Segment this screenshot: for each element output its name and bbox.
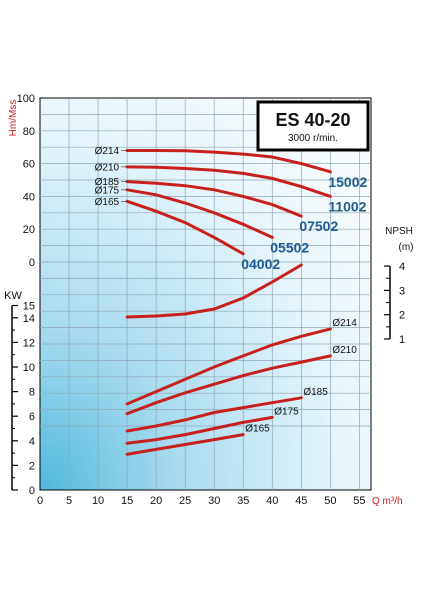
x-tick-label: 5 <box>66 495 72 507</box>
labels: 0 5 10 15 20 25 30 35 40 45 50 55020406080100024681… <box>17 93 405 507</box>
x-axis-label: Q m³/h <box>372 496 403 507</box>
power-tick-label: 10 <box>23 362 35 374</box>
power-tick-label: 12 <box>23 337 35 349</box>
power-curve <box>125 433 245 456</box>
power-tick-label: 0 <box>29 485 35 497</box>
power-series-label: Ø214 <box>332 318 357 329</box>
head-series-label: Ø185 <box>95 177 120 188</box>
head-tick-label: 20 <box>23 224 35 236</box>
model-label: 05502 <box>270 239 309 255</box>
power-series-label: Ø210 <box>332 345 357 356</box>
head-curve <box>125 180 303 218</box>
npsh-tick-label: 3 <box>399 285 405 297</box>
x-tick-label: 25 <box>179 495 191 507</box>
power-tick-label: 15 <box>23 301 35 313</box>
npsh-curve <box>125 263 303 319</box>
curves <box>125 149 332 456</box>
power-tick-label: 14 <box>23 313 35 325</box>
model-label: 15002 <box>328 174 367 190</box>
x-tick-label: 35 <box>237 495 249 507</box>
power-tick-label: 8 <box>29 387 35 399</box>
x-tick-label: 20 <box>150 495 162 507</box>
power-tick-label: 4 <box>29 436 35 448</box>
model-label: 11002 <box>328 198 366 214</box>
head-tick-label: 0 <box>29 257 35 269</box>
head-series-label: Ø214 <box>95 146 120 157</box>
head-curve <box>125 149 332 174</box>
head-curve <box>125 188 274 239</box>
title-box: ES 40-20 3000 r/min. <box>256 100 370 152</box>
head-axis-label: Hm/Mss <box>8 100 19 137</box>
chart-subtitle: 3000 r/min. <box>288 133 338 144</box>
power-curve <box>125 354 332 416</box>
head-curve <box>125 165 332 198</box>
title-box-frame <box>256 100 370 152</box>
x-tick-label: 10 <box>92 495 104 507</box>
x-tick-label: 15 <box>121 495 133 507</box>
power-axis-label: KW <box>4 290 22 302</box>
npsh-axis-unit: (m) <box>399 242 414 253</box>
power-curve <box>125 396 303 433</box>
axes <box>11 265 391 491</box>
npsh-tick-label: 2 <box>399 310 405 322</box>
npsh-axis-label: NPSH <box>385 226 413 237</box>
head-tick-label: 100 <box>17 93 35 105</box>
x-tick-label: 55 <box>353 495 365 507</box>
power-tick-label: 2 <box>29 460 35 472</box>
model-label: 07502 <box>299 218 338 234</box>
npsh-tick-label: 4 <box>399 261 405 273</box>
power-tick-label: 6 <box>29 411 35 423</box>
power-series-label: Ø175 <box>274 406 299 417</box>
chart-title: ES 40-20 <box>275 110 350 130</box>
x-tick-label: 50 <box>324 495 336 507</box>
power-curve <box>125 327 332 406</box>
power-series-label: Ø165 <box>245 424 270 435</box>
model-label: 04002 <box>241 256 280 272</box>
power-curve <box>125 415 274 445</box>
head-tick-label: 80 <box>23 126 35 138</box>
head-curve <box>125 199 245 256</box>
x-tick-label: 30 <box>208 495 220 507</box>
x-tick-label: 45 <box>295 495 307 507</box>
head-series-label: Ø210 <box>95 162 120 173</box>
npsh-tick-label: 1 <box>399 334 405 346</box>
head-series-label: Ø175 <box>95 185 120 196</box>
head-tick-label: 60 <box>23 159 35 171</box>
x-tick-label: 40 <box>266 495 278 507</box>
x-tick-label: 0 <box>37 495 43 507</box>
power-series-label: Ø185 <box>303 387 328 398</box>
head-tick-label: 40 <box>23 191 35 203</box>
head-series-label: Ø165 <box>95 197 120 208</box>
